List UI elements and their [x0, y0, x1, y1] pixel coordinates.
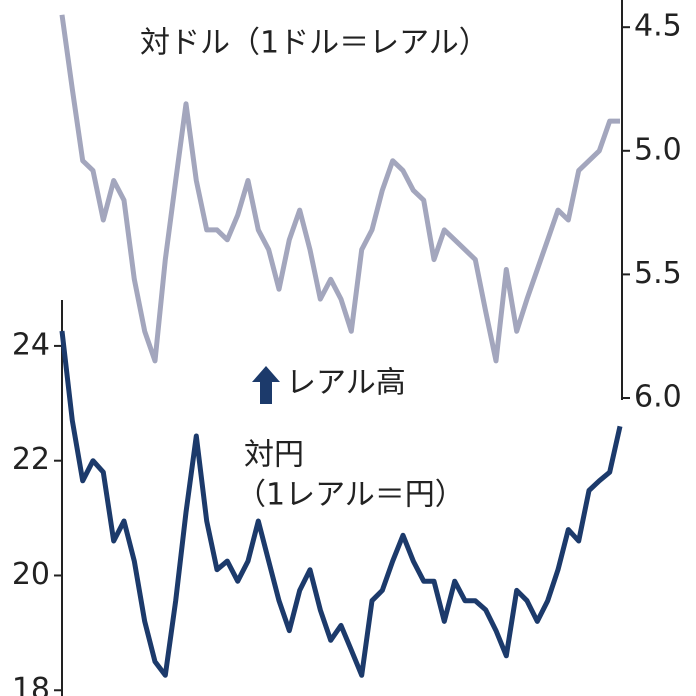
annotation: 対円 — [244, 438, 304, 473]
y-tick-label: 24 — [12, 327, 50, 362]
y2-tick-label: 4.5 — [634, 9, 682, 44]
y2-tick-label: 6.0 — [634, 380, 682, 415]
y2-tick-label: 5.0 — [634, 132, 682, 167]
y-tick-label: 20 — [12, 557, 50, 592]
line — [59, 14, 620, 364]
annotation: （1レアル＝円） — [236, 478, 465, 513]
annotation: レアル高 — [286, 366, 406, 401]
arrow-icon — [252, 366, 280, 404]
y-tick-label: 18 — [12, 672, 50, 696]
annotation: 対ドル（1ドル＝レアル） — [140, 26, 489, 61]
line — [59, 330, 623, 678]
y2-tick-label: 5.5 — [634, 256, 682, 291]
y-tick-label: 22 — [12, 442, 50, 477]
